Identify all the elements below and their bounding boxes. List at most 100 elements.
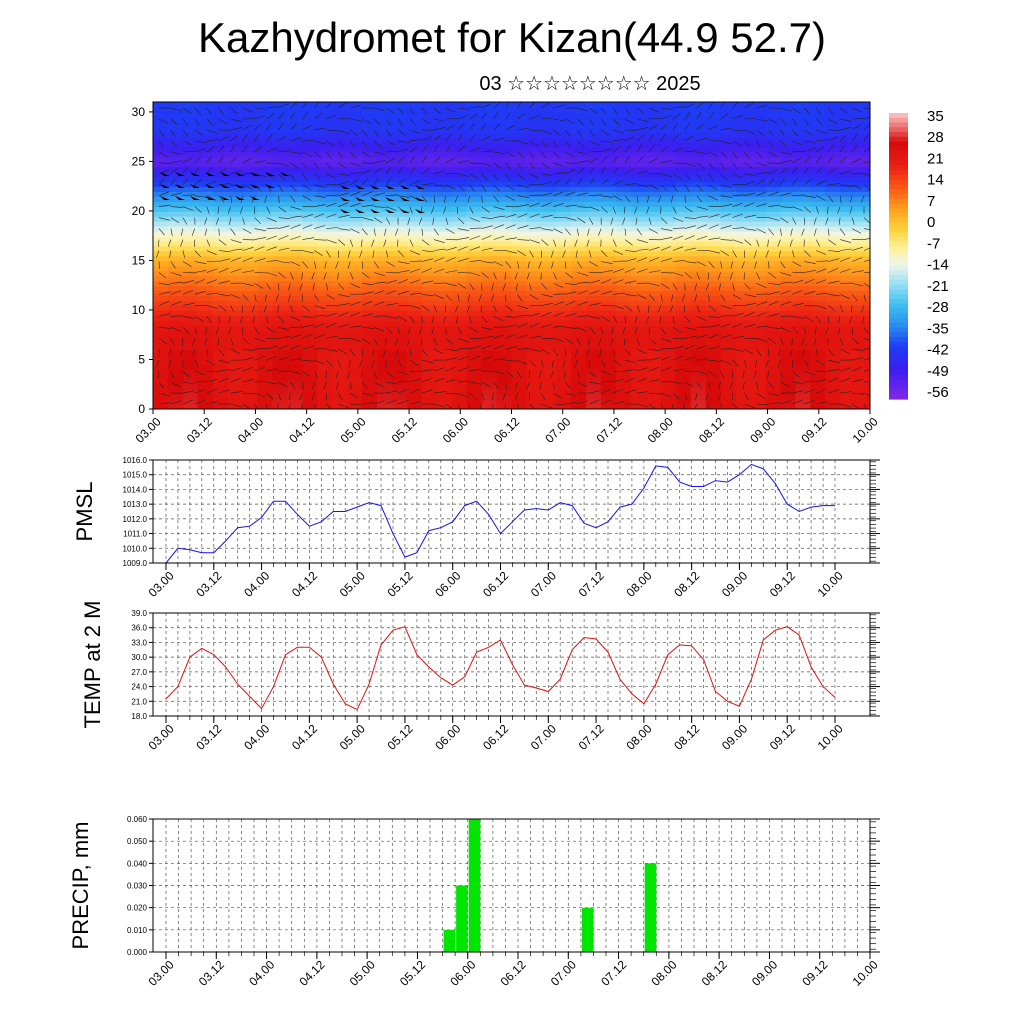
wind-barb (456, 316, 459, 324)
heatmap-cell (287, 131, 304, 138)
heatmap-cell (421, 324, 438, 331)
heatmap-cell (705, 215, 722, 222)
wind-barb (455, 305, 459, 313)
wind-barb (469, 368, 482, 372)
wind-barb (481, 150, 494, 153)
colorbar-segment (889, 365, 908, 371)
heatmap-cell (825, 201, 841, 207)
heatmap-cell (675, 334, 692, 341)
heatmap-cell (317, 319, 333, 326)
wind-barb (350, 104, 362, 109)
heatmap-cell (660, 235, 677, 242)
wind-barb (575, 349, 578, 357)
heatmap-cell (242, 230, 259, 237)
heatmap-cell (586, 369, 602, 376)
heatmap-cell (421, 255, 438, 262)
heatmap-cell (631, 389, 647, 395)
heatmap-cell (735, 290, 752, 296)
wind-barb (624, 145, 631, 153)
wind-barb (218, 118, 228, 125)
heatmap-cell (735, 141, 752, 148)
heatmap-cell (392, 250, 408, 257)
heatmap-cell (825, 186, 841, 192)
heatmap-cell (825, 161, 841, 168)
heatmap-cell (287, 196, 304, 202)
wind-barb (601, 261, 613, 264)
heatmap-cell (541, 196, 558, 202)
wind-barb (242, 378, 254, 383)
wind-barb (374, 192, 386, 196)
heatmap-cell (242, 359, 259, 366)
wind-barb (624, 183, 637, 186)
heatmap-cell (212, 290, 229, 296)
heatmap-cell (212, 196, 229, 202)
wind-barb (302, 370, 311, 377)
wind-barb (852, 270, 864, 273)
heatmap-cell (302, 111, 319, 118)
wind-barb (671, 294, 674, 302)
heatmap-cell (362, 295, 378, 301)
heatmap-cell (167, 250, 184, 257)
wind-barb (851, 107, 863, 113)
heatmap-cell (780, 369, 797, 376)
heatmap-cell (855, 181, 870, 187)
wind-barb (409, 388, 421, 394)
wind-flag (355, 209, 365, 213)
heatmap-cell (601, 107, 617, 113)
heatmap-cell (511, 364, 528, 371)
heatmap-cell (153, 181, 169, 187)
heatmap-cell (227, 240, 244, 247)
heatmap-cell (810, 191, 826, 197)
heatmap-cell (765, 295, 782, 301)
heatmap-cell (645, 265, 662, 272)
heatmap-cell (496, 210, 513, 217)
heatmap-cell (481, 364, 498, 371)
wind-barb (849, 206, 853, 214)
wind-barb (431, 206, 435, 214)
heatmap-cell (765, 384, 782, 390)
heatmap-cell (616, 285, 632, 291)
wind-barb (493, 137, 505, 142)
wind-barb (684, 150, 697, 153)
heatmap-cell (481, 310, 498, 316)
wind-barb (756, 140, 762, 148)
wind-barb (314, 370, 319, 379)
wind-barb (601, 140, 613, 143)
heatmap-cell (675, 196, 692, 202)
wind-barb (660, 107, 673, 110)
heatmap-cell (571, 295, 587, 301)
heatmap-cell (810, 295, 826, 301)
heatmap-cell (705, 275, 722, 282)
heatmap-cell (526, 379, 543, 386)
wind-barb (839, 228, 846, 236)
heatmap-cell (466, 389, 483, 395)
wind-barb (338, 392, 343, 401)
heatmap-cell (317, 225, 333, 232)
heatmap-cell (645, 171, 662, 178)
heatmap-cell (541, 126, 558, 133)
wind-barb (338, 173, 350, 176)
wind-barb (350, 338, 362, 342)
heatmap-cell (586, 201, 602, 207)
heatmap-cell (421, 210, 438, 217)
heatmap-cell (675, 364, 692, 371)
heatmap-cell (645, 379, 662, 386)
wind-barb (612, 388, 624, 394)
wind-barb (768, 140, 774, 148)
heatmap-cell (481, 314, 498, 321)
wind-barb (409, 349, 412, 357)
wind-barb (804, 380, 817, 383)
heatmap-cell (406, 359, 423, 366)
heatmap-cell (302, 275, 319, 282)
heatmap-cell (466, 215, 483, 222)
wind-barb (852, 379, 864, 383)
wind-barb (336, 382, 339, 390)
heatmap-cell (556, 404, 572, 409)
wind-barb (529, 162, 536, 170)
wind-barb (719, 283, 721, 291)
wind-barb (804, 118, 810, 126)
heatmap-cell (705, 111, 722, 118)
heatmap-cell (616, 280, 632, 287)
heatmap-cell (481, 339, 498, 346)
heatmap-cell (242, 201, 259, 207)
